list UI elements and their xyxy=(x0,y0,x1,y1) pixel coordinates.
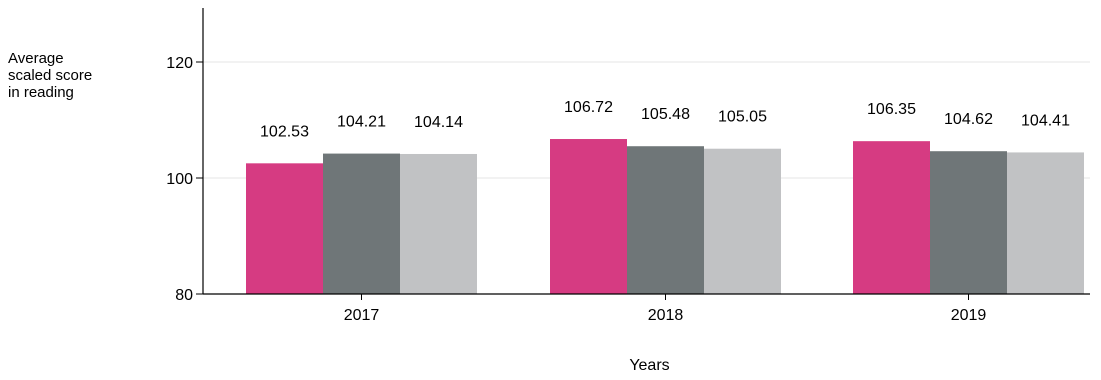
bar xyxy=(853,141,930,294)
y-axis-label-line: in reading xyxy=(8,84,74,101)
x-tick-label: 2018 xyxy=(648,307,684,324)
y-axis-label-line: Average xyxy=(8,50,64,67)
data-label: 105.05 xyxy=(718,109,767,126)
x-axis-label: Years xyxy=(629,357,670,374)
y-tick-label: 80 xyxy=(175,287,193,304)
data-label: 104.41 xyxy=(1021,112,1070,129)
bar xyxy=(550,139,627,294)
data-label: 104.14 xyxy=(414,114,463,131)
x-axis-label-wrap: Years xyxy=(0,357,1101,375)
data-label: 102.53 xyxy=(260,123,309,140)
bar xyxy=(1007,152,1084,294)
data-label: 106.72 xyxy=(564,99,613,116)
data-label: 104.62 xyxy=(944,111,993,128)
bar xyxy=(930,151,1007,294)
x-tick-label: 2017 xyxy=(344,307,380,324)
bar xyxy=(323,153,400,294)
bar xyxy=(627,146,704,294)
data-label: 104.21 xyxy=(337,114,386,131)
data-label: 105.48 xyxy=(641,106,690,123)
x-tick-label: 2019 xyxy=(951,307,987,324)
y-axis-label: Average scaled score in reading xyxy=(8,50,128,101)
bar xyxy=(246,163,323,294)
y-tick-label: 120 xyxy=(166,55,193,72)
y-tick-label: 100 xyxy=(166,171,193,188)
y-axis-label-line: scaled score xyxy=(8,67,93,84)
bar xyxy=(400,153,477,294)
bar xyxy=(704,148,781,294)
data-label: 106.35 xyxy=(867,101,916,118)
